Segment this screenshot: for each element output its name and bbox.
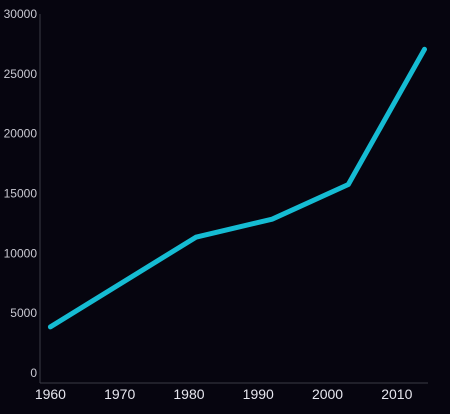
x-tick-label: 1980: [173, 386, 204, 402]
x-tick-label: 2000: [312, 386, 343, 402]
x-tick-label: 1990: [243, 386, 274, 402]
y-tick-label: 30000: [4, 7, 38, 21]
y-axis-ticks: 0 5000 10000 15000 20000 25000 30000: [4, 7, 38, 380]
y-tick-label: 15000: [4, 187, 38, 201]
y-tick-label: 5000: [10, 306, 37, 320]
y-tick-label: 10000: [4, 246, 38, 260]
x-axis-ticks: 1960 1970 1980 1990 2000 2010: [35, 386, 413, 402]
axes: [39, 14, 428, 384]
x-tick-label: 2010: [381, 386, 412, 402]
series-layer: [47, 46, 427, 330]
y-tick-label: 20000: [4, 127, 38, 141]
series-line: [47, 46, 427, 330]
x-tick-label: 1960: [35, 386, 66, 402]
y-tick-label: 25000: [4, 67, 38, 81]
y-tick-label: 0: [30, 366, 37, 380]
x-tick-label: 1970: [104, 386, 135, 402]
